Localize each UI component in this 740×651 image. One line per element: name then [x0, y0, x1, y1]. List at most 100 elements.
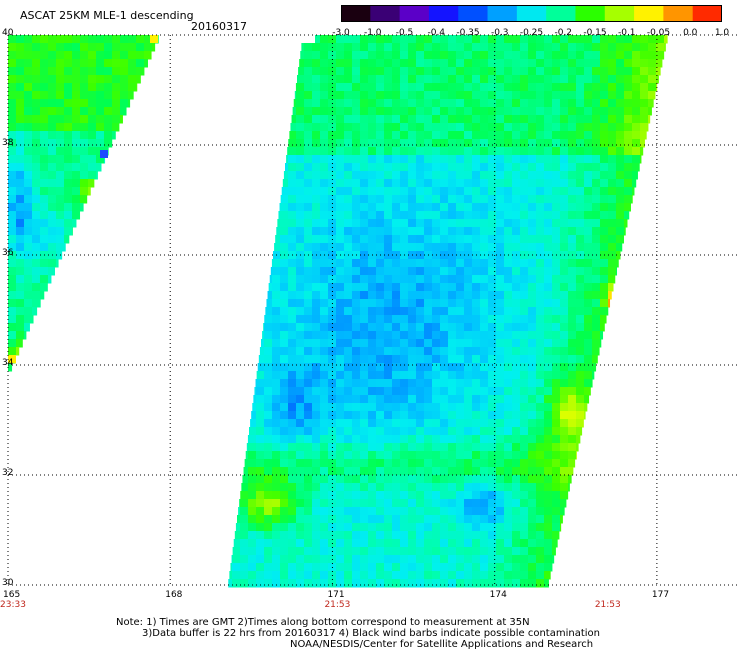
- heatmap-cell: [376, 131, 385, 140]
- heatmap-cell: [648, 51, 657, 60]
- heatmap-cell: [16, 43, 25, 52]
- heatmap-cell: [448, 43, 457, 52]
- heatmap-cell: [312, 491, 321, 500]
- heatmap-cell: [560, 219, 569, 228]
- heatmap-cell: [376, 403, 385, 412]
- heatmap-cell: [112, 35, 121, 44]
- heatmap-cell: [448, 443, 457, 452]
- heatmap-cell: [568, 483, 570, 492]
- heatmap-cell: [272, 419, 281, 428]
- heatmap-cell: [24, 315, 33, 324]
- heatmap-cell: [344, 555, 353, 564]
- heatmap-cell: [536, 67, 545, 76]
- heatmap-cell: [416, 499, 425, 508]
- heatmap-cell: [112, 91, 121, 100]
- heatmap-cell: [496, 147, 505, 156]
- heatmap-cell: [488, 275, 497, 284]
- heatmap-cell: [552, 75, 561, 84]
- heatmap-cell: [88, 179, 95, 188]
- heatmap-cell: [400, 539, 409, 548]
- heatmap-cell: [328, 187, 337, 196]
- heatmap-cell: [584, 379, 593, 388]
- heatmap-cell: [632, 99, 641, 108]
- heatmap-cell: [400, 555, 409, 564]
- heatmap-cell: [384, 499, 393, 508]
- heatmap-cell: [472, 395, 481, 404]
- heatmap-cell: [416, 547, 425, 556]
- heatmap-cell: [256, 515, 265, 524]
- heatmap-cell: [408, 155, 417, 164]
- heatmap-cell: [408, 331, 417, 340]
- heatmap-cell: [56, 211, 65, 220]
- heatmap-cell: [24, 131, 33, 140]
- heatmap-cell: [80, 51, 89, 60]
- heatmap-cell: [112, 123, 120, 132]
- heatmap-cell: [480, 547, 489, 556]
- heatmap-cell: [432, 307, 441, 316]
- heatmap-cell: [504, 467, 513, 476]
- heatmap-cell: [440, 83, 449, 92]
- heatmap-cell: [376, 243, 385, 252]
- heatmap-cell: [344, 515, 353, 524]
- heatmap-cell: [344, 315, 353, 324]
- heatmap-cell: [464, 131, 473, 140]
- heatmap-cell: [352, 235, 361, 244]
- colorbar-segment: [575, 5, 606, 22]
- heatmap-cell: [520, 235, 529, 244]
- heatmap-cell: [400, 411, 409, 420]
- heatmap-cell: [520, 419, 529, 428]
- heatmap-cell: [432, 435, 441, 444]
- heatmap-cell: [432, 59, 441, 68]
- heatmap-cell: [256, 579, 265, 588]
- heatmap-cell: [304, 131, 313, 140]
- heatmap-cell: [528, 227, 537, 236]
- colorbar-tick-label: -0.1: [617, 28, 636, 38]
- heatmap-cell: [296, 323, 305, 332]
- heatmap-cell: [80, 43, 89, 52]
- heatmap-cell: [616, 211, 625, 220]
- heatmap-cell: [24, 195, 33, 204]
- heatmap-cell: [512, 275, 521, 284]
- heatmap-cell: [536, 147, 545, 156]
- heatmap-cell: [448, 531, 457, 540]
- heatmap-cell: [600, 331, 604, 340]
- heatmap-cell: [261, 339, 270, 348]
- heatmap-cell: [600, 219, 609, 228]
- heatmap-cell: [247, 435, 257, 444]
- heatmap-cell: [520, 531, 529, 540]
- heatmap-cell: [288, 523, 297, 532]
- heatmap-cell: [584, 275, 593, 284]
- heatmap-cell: [232, 571, 241, 580]
- heatmap-cell: [72, 211, 81, 220]
- heatmap-cell: [280, 203, 289, 212]
- heatmap-cell: [592, 115, 601, 124]
- heatmap-cell: [344, 83, 353, 92]
- heatmap-cell: [552, 251, 561, 260]
- heatmap-cell: [320, 243, 329, 252]
- heatmap-cell: [424, 235, 433, 244]
- heatmap-cell: [24, 51, 33, 60]
- heatmap-cell: [32, 171, 41, 180]
- heatmap-cell: [528, 491, 537, 500]
- heatmap-cell: [488, 339, 497, 348]
- heatmap-cell: [368, 243, 377, 252]
- heatmap-cell: [608, 91, 617, 100]
- heatmap-cell: [144, 51, 152, 60]
- heatmap-cell: [552, 411, 561, 420]
- heatmap-cell: [272, 555, 281, 564]
- heatmap-cell: [624, 115, 633, 124]
- heatmap-cell: [16, 155, 25, 164]
- heatmap-cell: [520, 203, 529, 212]
- heatmap-cell: [416, 187, 425, 196]
- heatmap-cell: [488, 59, 497, 68]
- heatmap-cell: [560, 171, 569, 180]
- heatmap-cell: [368, 83, 377, 92]
- heatmap-cell: [552, 91, 561, 100]
- heatmap-cell: [544, 67, 553, 76]
- heatmap-cell: [304, 355, 313, 364]
- heatmap-cell: [40, 35, 49, 44]
- heatmap-cell: [448, 291, 457, 300]
- heatmap-cell: [576, 187, 585, 196]
- heatmap-cell: [376, 139, 385, 148]
- heatmap-cell: [464, 467, 473, 476]
